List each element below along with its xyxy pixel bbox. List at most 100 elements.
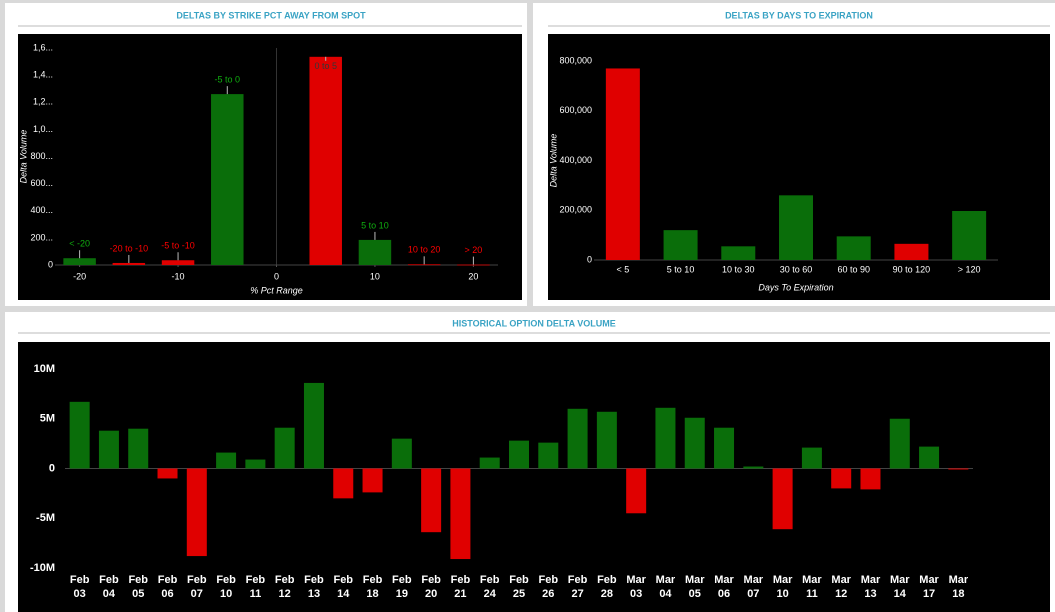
x-tick-label: 20: [468, 271, 478, 281]
bar: [721, 246, 756, 260]
y-tick-label: 1,2...: [33, 97, 53, 107]
bar: [157, 468, 178, 479]
y-axis-title: Delta Volume: [548, 134, 558, 188]
x-tick-label: Feb 18: [363, 574, 383, 600]
bar: [245, 459, 266, 469]
x-tick-label: Mar 06: [714, 574, 734, 600]
bar: [894, 243, 929, 260]
bar: [309, 56, 342, 265]
bar: [63, 258, 96, 265]
bar: [128, 428, 149, 469]
x-axis-title: % Pct Range: [250, 285, 303, 295]
panel-title: HISTORICAL OPTION DELTA VOLUME: [452, 318, 616, 328]
bar: [605, 68, 640, 261]
bar: [538, 442, 559, 469]
x-tick-label: Mar 13: [861, 574, 881, 600]
x-tick-label: 0: [274, 271, 279, 281]
x-tick-label: Feb 19: [392, 574, 412, 600]
x-tick-label: Feb 26: [539, 574, 559, 600]
x-tick-label: Feb 06: [158, 574, 178, 600]
x-tick-label: Mar 12: [831, 574, 851, 600]
panel-title: DELTAS BY DAYS TO EXPIRATION: [725, 10, 873, 20]
bar: [391, 438, 412, 469]
bar: [457, 264, 490, 266]
bar: [772, 468, 793, 530]
bar: [860, 468, 881, 490]
x-tick-label: Feb 20: [421, 574, 441, 600]
bar: [186, 468, 207, 557]
bar: [743, 466, 764, 469]
data-label: -20 to -10: [110, 243, 149, 253]
panel-title: DELTAS BY STRIKE PCT AWAY FROM SPOT: [176, 10, 366, 20]
x-tick-label: 10 to 30: [722, 264, 755, 274]
bar: [421, 468, 442, 533]
x-tick-label: Mar 17: [919, 574, 939, 600]
x-tick-label: -20: [73, 271, 86, 281]
y-tick-label: 800,000: [559, 55, 592, 65]
x-tick-label: Feb 03: [70, 574, 90, 600]
y-tick-label: 5M: [40, 413, 55, 425]
y-tick-label: 1,0...: [33, 124, 53, 134]
x-tick-label: Feb 11: [246, 574, 266, 600]
y-tick-label: 400,000: [559, 155, 592, 165]
data-label: 5 to 10: [361, 220, 389, 230]
bar: [831, 468, 852, 489]
bar: [112, 262, 146, 265]
bar: [779, 195, 813, 260]
bar: [333, 468, 354, 499]
x-tick-label: Feb 07: [187, 574, 207, 600]
y-tick-label: 0: [49, 462, 55, 474]
x-tick-label: -10: [172, 271, 185, 281]
y-tick-label: 200,000: [559, 205, 592, 215]
bar: [479, 457, 500, 469]
y-tick-label: 800...: [30, 151, 53, 161]
x-tick-label: 90 to 120: [893, 264, 931, 274]
bar: [948, 468, 969, 470]
data-label: < -20: [69, 239, 90, 249]
plot-area: [18, 34, 522, 300]
x-tick-label: 10: [370, 271, 380, 281]
bar: [596, 411, 617, 469]
x-axis-title: Days To Expiration: [758, 282, 833, 292]
bar: [98, 430, 119, 469]
x-tick-label: Mar 10: [773, 574, 793, 600]
y-tick-label: 1,6...: [33, 42, 53, 52]
bar: [952, 210, 987, 260]
bar: [362, 468, 383, 493]
x-tick-label: 60 to 90: [837, 264, 870, 274]
bar: [919, 446, 940, 469]
y-tick-label: 600...: [30, 178, 53, 188]
bar: [450, 468, 471, 560]
data-label: -5 to -10: [161, 241, 195, 251]
bar: [889, 418, 910, 469]
data-label: > 20: [464, 245, 482, 255]
x-tick-label: Feb 14: [333, 574, 353, 600]
x-tick-label: 5 to 10: [667, 264, 695, 274]
x-tick-label: Feb 12: [275, 574, 295, 600]
x-tick-label: Feb 13: [304, 574, 324, 600]
x-tick-label: Mar 11: [802, 574, 822, 600]
x-tick-label: Feb 28: [597, 574, 617, 600]
bar: [69, 401, 90, 469]
bar: [663, 230, 698, 260]
data-label: 10 to 20: [408, 245, 441, 255]
bar: [274, 427, 295, 469]
bar: [626, 468, 647, 514]
bar: [407, 264, 441, 266]
bar: [836, 236, 871, 260]
y-axis-title: Delta Volume: [18, 130, 28, 184]
y-tick-label: -5M: [36, 512, 55, 524]
x-tick-label: > 120: [958, 264, 981, 274]
x-tick-label: Mar 18: [949, 574, 969, 600]
x-tick-label: 30 to 60: [780, 264, 813, 274]
bar: [714, 427, 735, 469]
x-tick-label: Mar 03: [626, 574, 646, 600]
bar: [509, 440, 529, 469]
x-tick-label: Feb 25: [509, 574, 529, 600]
bar: [303, 382, 324, 469]
x-tick-label: Mar 14: [890, 574, 910, 600]
x-tick-label: Feb 10: [216, 574, 236, 600]
y-tick-label: 0: [48, 259, 53, 269]
x-tick-label: Mar 04: [656, 574, 676, 600]
